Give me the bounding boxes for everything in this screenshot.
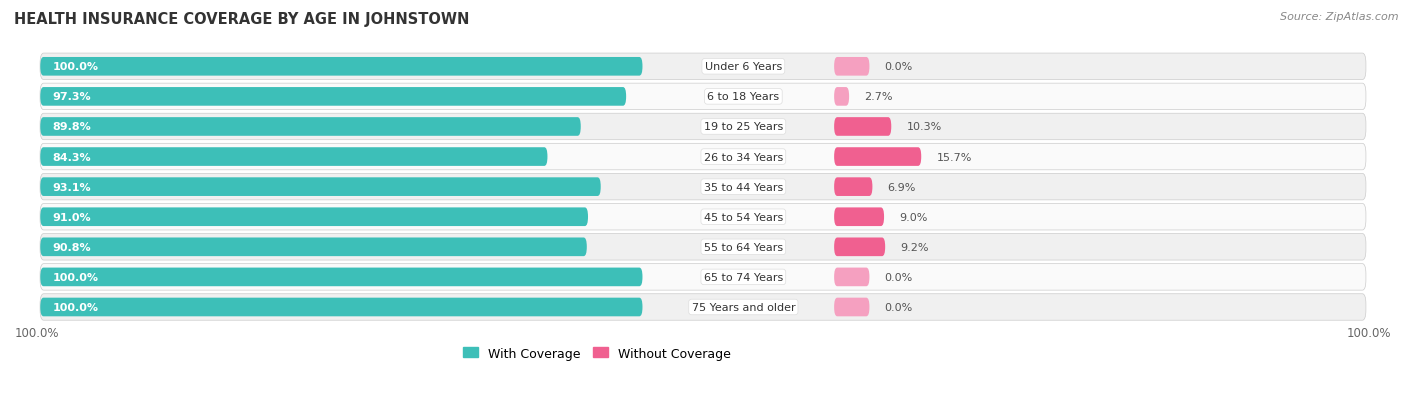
FancyBboxPatch shape bbox=[834, 238, 886, 256]
FancyBboxPatch shape bbox=[41, 174, 1365, 200]
Text: 6 to 18 Years: 6 to 18 Years bbox=[707, 92, 779, 102]
FancyBboxPatch shape bbox=[41, 268, 643, 287]
Text: 9.0%: 9.0% bbox=[900, 212, 928, 222]
Text: 9.2%: 9.2% bbox=[900, 242, 929, 252]
FancyBboxPatch shape bbox=[41, 234, 1365, 261]
FancyBboxPatch shape bbox=[41, 238, 586, 256]
Text: 10.3%: 10.3% bbox=[907, 122, 942, 132]
FancyBboxPatch shape bbox=[834, 88, 849, 107]
FancyBboxPatch shape bbox=[834, 268, 869, 287]
Text: 89.8%: 89.8% bbox=[52, 122, 91, 132]
Text: 0.0%: 0.0% bbox=[884, 62, 912, 72]
FancyBboxPatch shape bbox=[41, 84, 1365, 110]
Text: 55 to 64 Years: 55 to 64 Years bbox=[704, 242, 783, 252]
FancyBboxPatch shape bbox=[41, 144, 1365, 171]
Text: 26 to 34 Years: 26 to 34 Years bbox=[704, 152, 783, 162]
Text: 100.0%: 100.0% bbox=[52, 302, 98, 312]
FancyBboxPatch shape bbox=[41, 88, 626, 107]
FancyBboxPatch shape bbox=[41, 114, 1365, 140]
Legend: With Coverage, Without Coverage: With Coverage, Without Coverage bbox=[457, 342, 735, 365]
FancyBboxPatch shape bbox=[41, 118, 581, 136]
FancyBboxPatch shape bbox=[41, 148, 547, 166]
FancyBboxPatch shape bbox=[41, 294, 1365, 320]
FancyBboxPatch shape bbox=[41, 178, 600, 197]
Text: HEALTH INSURANCE COVERAGE BY AGE IN JOHNSTOWN: HEALTH INSURANCE COVERAGE BY AGE IN JOHN… bbox=[14, 12, 470, 27]
Text: 97.3%: 97.3% bbox=[52, 92, 91, 102]
Text: 100.0%: 100.0% bbox=[52, 272, 98, 282]
FancyBboxPatch shape bbox=[834, 118, 891, 136]
Text: Source: ZipAtlas.com: Source: ZipAtlas.com bbox=[1281, 12, 1399, 22]
FancyBboxPatch shape bbox=[834, 208, 884, 226]
Text: Under 6 Years: Under 6 Years bbox=[704, 62, 782, 72]
FancyBboxPatch shape bbox=[834, 58, 869, 76]
FancyBboxPatch shape bbox=[834, 178, 872, 197]
Text: 84.3%: 84.3% bbox=[52, 152, 91, 162]
Text: 65 to 74 Years: 65 to 74 Years bbox=[704, 272, 783, 282]
Text: 91.0%: 91.0% bbox=[52, 212, 91, 222]
FancyBboxPatch shape bbox=[834, 148, 921, 166]
FancyBboxPatch shape bbox=[41, 204, 1365, 230]
FancyBboxPatch shape bbox=[41, 264, 1365, 290]
Text: 45 to 54 Years: 45 to 54 Years bbox=[704, 212, 783, 222]
Text: 75 Years and older: 75 Years and older bbox=[692, 302, 796, 312]
Text: 19 to 25 Years: 19 to 25 Years bbox=[704, 122, 783, 132]
FancyBboxPatch shape bbox=[41, 208, 588, 226]
Text: 15.7%: 15.7% bbox=[936, 152, 972, 162]
FancyBboxPatch shape bbox=[834, 298, 869, 316]
Text: 90.8%: 90.8% bbox=[52, 242, 91, 252]
Text: 0.0%: 0.0% bbox=[884, 272, 912, 282]
FancyBboxPatch shape bbox=[41, 298, 643, 316]
FancyBboxPatch shape bbox=[41, 58, 643, 76]
Text: 100.0%: 100.0% bbox=[52, 62, 98, 72]
FancyBboxPatch shape bbox=[41, 54, 1365, 81]
Text: 35 to 44 Years: 35 to 44 Years bbox=[704, 182, 783, 192]
Text: 6.9%: 6.9% bbox=[887, 182, 915, 192]
Text: 0.0%: 0.0% bbox=[884, 302, 912, 312]
Text: 2.7%: 2.7% bbox=[865, 92, 893, 102]
Text: 93.1%: 93.1% bbox=[52, 182, 91, 192]
